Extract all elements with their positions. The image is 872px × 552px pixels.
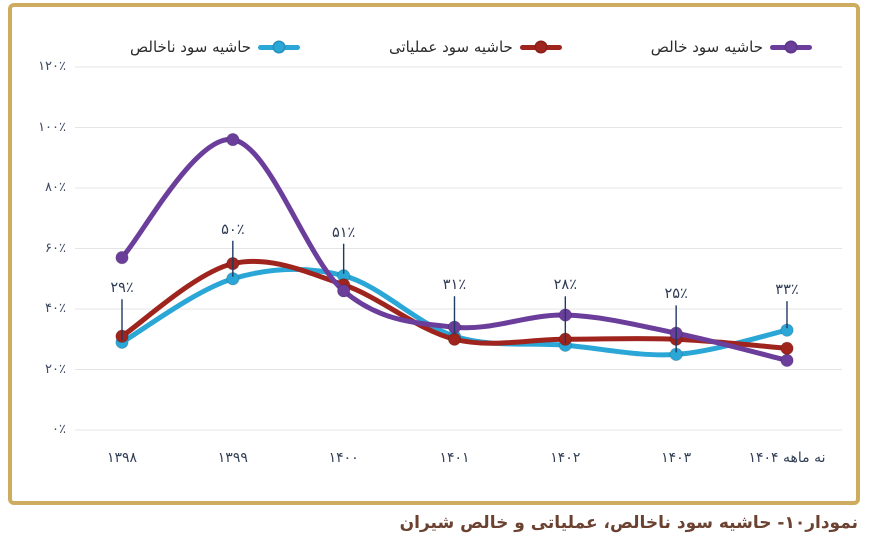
y-tick-label: ۱۰۰٪ — [38, 119, 66, 135]
legend-item: حاشیه سود عملیاتی — [389, 38, 562, 56]
x-tick-label: ۱۳۹۸ — [106, 450, 138, 466]
x-tick-label: نه ماهه ۱۴۰۴ — [748, 450, 826, 466]
data-label: ۲۹٪ — [110, 280, 134, 297]
data-label: ۵۱٪ — [331, 224, 356, 241]
series-marker — [780, 353, 794, 368]
legend-item: حاشیه سود ناخالص — [130, 38, 301, 56]
x-tick-label: ۱۳۹۹ — [217, 450, 248, 466]
y-tick-label: ۰٪ — [52, 422, 66, 437]
legend-label: حاشیه سود ناخالص — [130, 38, 252, 56]
y-tick-label: ۱۲۰٪ — [38, 59, 66, 74]
series-marker — [115, 250, 129, 265]
gridlines — [75, 66, 842, 431]
legend-dot-icon — [784, 40, 798, 54]
series-marker — [447, 332, 462, 346]
data-label: ۵۰٪ — [221, 221, 245, 238]
y-tick-label: ۴۰٪ — [45, 301, 66, 316]
data-label: ۲۸٪ — [553, 277, 577, 294]
series-marker — [780, 341, 794, 356]
legend-dot-icon — [534, 40, 548, 54]
chart-card — [8, 3, 860, 505]
legend-dot-icon — [272, 40, 286, 54]
legend-label: حاشیه سود خالص — [650, 38, 763, 56]
y-tick-label: ۸۰٪ — [45, 180, 66, 195]
y-tick-label: ۶۰٪ — [45, 240, 66, 256]
x-tick-label: ۱۴۰۰ — [328, 450, 359, 466]
data-label: ۲۵٪ — [664, 286, 688, 303]
chart-caption: نمودار۱۰- حاشیه سود ناخالص، عملیاتی و خا… — [399, 513, 858, 533]
x-tick-label: ۱۴۰۲ — [550, 450, 581, 466]
x-tick-label: ۱۴۰۳ — [661, 450, 692, 466]
legend-line-marker-icon — [770, 40, 812, 54]
legend-item: حاشیه سود خالص — [651, 38, 812, 56]
y-tick-label: ۲۰٪ — [45, 361, 66, 377]
legend: حاشیه سود خالص حاشیه سود عملیاتی حاشیه سود… — [130, 34, 812, 60]
data-label: ۳۱٪ — [442, 277, 467, 294]
series-marker — [336, 284, 351, 298]
data-label: ۳۳٪ — [775, 282, 799, 299]
data-label-leader-lines — [121, 240, 788, 353]
legend-label: حاشیه سود عملیاتی — [388, 38, 513, 56]
legend-line-marker-icon — [258, 40, 301, 54]
x-tick-label: ۱۴۰۱ — [439, 450, 470, 466]
legend-line-marker-icon — [519, 40, 562, 54]
series-marker — [226, 132, 240, 147]
